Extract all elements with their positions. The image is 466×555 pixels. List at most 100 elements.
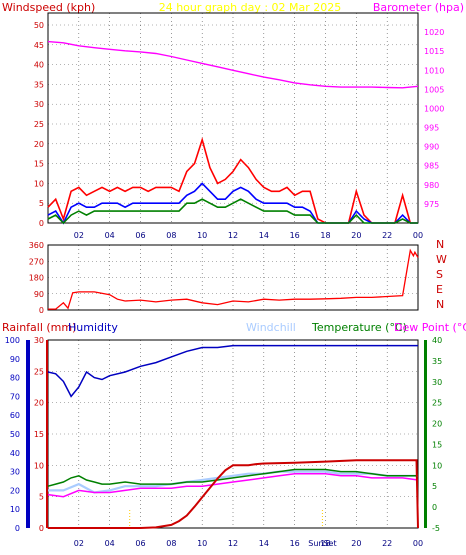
wind-tick-label: 20	[34, 140, 44, 149]
series-rain	[48, 459, 419, 529]
x-tick-label-bottom: 08	[166, 539, 176, 548]
temperature-tick-label: 35	[432, 357, 442, 366]
x-tick-label-top: 22	[382, 231, 392, 240]
series-dew	[47, 472, 419, 498]
wind-tick-label: 40	[34, 61, 44, 70]
rain-tick-label: 15	[34, 430, 44, 439]
humidity-tick-label: 50	[10, 430, 20, 439]
baro-tick-label: 985	[424, 162, 439, 171]
compass-label: E	[436, 283, 443, 296]
rain-tick-label: 30	[34, 336, 44, 345]
humidity-tick-label: 70	[10, 392, 20, 401]
rain-tick-label: 25	[34, 367, 44, 376]
rain-tick-label: 10	[34, 461, 44, 470]
compass-label: S	[436, 268, 443, 281]
humidity-tick-label: 10	[10, 505, 20, 514]
wind-tick-label: 35	[34, 80, 44, 89]
humidity-tick-label: 20	[10, 486, 20, 495]
x-tick-label-top: 10	[197, 231, 207, 240]
x-tick-label-bottom: 06	[135, 539, 145, 548]
temperature-tick-label: 0	[432, 503, 437, 512]
rain-tick-label: 0	[39, 524, 44, 533]
rain-tick-label: 5	[39, 493, 44, 502]
x-tick-label-top: 16	[290, 231, 300, 240]
temperature-tick-label: 30	[432, 378, 442, 387]
temperature-tick-label: 10	[432, 461, 442, 470]
series-mean	[47, 198, 418, 225]
temperature-tick-label: 25	[432, 399, 442, 408]
temperature-tick-label: 20	[432, 420, 442, 429]
wind-tick-label: 0	[39, 219, 44, 228]
windspeed-label: Windspeed (kph)	[2, 1, 95, 14]
series-avg	[47, 182, 418, 225]
humidity-legend: Humidity	[68, 321, 118, 334]
x-tick-label-top: 08	[166, 231, 176, 240]
wind-tick-label: 15	[34, 160, 44, 169]
series-hum	[47, 344, 418, 398]
series-chill	[48, 470, 418, 494]
x-tick-label-bottom: 16	[290, 539, 300, 548]
series-layer	[47, 40, 419, 529]
compass-label: N	[436, 238, 444, 251]
baro-tick-label: 1005	[424, 85, 444, 94]
wind-tick-label: 50	[34, 21, 44, 30]
baro-tick-label: 990	[424, 143, 439, 152]
x-tick-label-bottom: 00	[413, 539, 423, 548]
x-tick-label-bottom: 22	[382, 539, 392, 548]
baro-tick-label: 980	[424, 181, 439, 190]
humidity-tick-label: 30	[10, 468, 20, 477]
baro-tick-label: 1010	[424, 66, 444, 75]
temperature-tick-label: -5	[432, 524, 440, 533]
humidity-axis-bar	[26, 340, 30, 528]
x-tick-label-top: 14	[259, 231, 269, 240]
humidity-tick-label: 60	[10, 411, 20, 420]
series-baro	[47, 40, 419, 89]
x-tick-label-bottom: 04	[105, 539, 115, 548]
rain-tick-label: 20	[34, 399, 44, 408]
baro-tick-label: 1000	[424, 104, 444, 113]
series-gust	[47, 137, 418, 224]
x-tick-label-bottom: 02	[74, 539, 84, 548]
humidity-tick-label: 100	[5, 336, 20, 345]
sunset-label: SunSet	[308, 539, 336, 548]
grid-layer	[26, 13, 427, 529]
wind-tick-label: 25	[34, 120, 44, 129]
x-tick-label-bottom: 20	[351, 539, 361, 548]
x-tick-label-top: 12	[228, 231, 238, 240]
rainfall-legend: Rainfall (mm)	[2, 321, 76, 334]
compass-label: W	[436, 253, 447, 266]
x-tick-label-bottom: 10	[197, 539, 207, 548]
direction-tick-label: 90	[34, 290, 44, 299]
direction-tick-label: 0	[39, 306, 44, 315]
baro-tick-label: 1020	[424, 28, 444, 37]
x-tick-label-top: 20	[351, 231, 361, 240]
x-tick-label-bottom: 14	[259, 539, 269, 548]
series-temp	[47, 468, 418, 487]
humidity-tick-label: 0	[15, 524, 20, 533]
humidity-tick-label: 80	[10, 374, 20, 383]
x-tick-label-bottom: 18	[320, 539, 330, 548]
humidity-tick-label: 40	[10, 449, 20, 458]
chart-title: 24 hour graph day : 02 Mar 2025	[159, 1, 342, 14]
x-tick-label-top: 06	[135, 231, 145, 240]
windchill-legend: Windchill	[246, 321, 296, 334]
rain-axis-bar	[46, 340, 48, 528]
temperature-tick-label: 15	[432, 440, 442, 449]
baro-tick-label: 1015	[424, 47, 444, 56]
direction-tick-label: 270	[29, 257, 44, 266]
direction-tick-label: 360	[29, 241, 44, 250]
wind-tick-label: 10	[34, 179, 44, 188]
direction-tick-label: 180	[29, 274, 44, 283]
x-tick-label-top: 18	[320, 231, 330, 240]
compass-label: N	[436, 298, 444, 311]
temperature-axis-bar	[424, 340, 427, 528]
temperature-legend: Temperature (°C)	[311, 321, 407, 334]
x-tick-label-top: 00	[413, 231, 423, 240]
tick-layer: 0202040406060808101012121414161618182020…	[5, 21, 447, 548]
temperature-tick-label: 40	[432, 336, 442, 345]
baro-tick-label: 975	[424, 200, 439, 209]
series-direction	[48, 248, 419, 310]
dewpoint-legend: Dew Point (°C)	[394, 321, 466, 334]
barometer-label: Barometer (hpa)	[373, 1, 464, 14]
humidity-tick-label: 90	[10, 355, 20, 364]
